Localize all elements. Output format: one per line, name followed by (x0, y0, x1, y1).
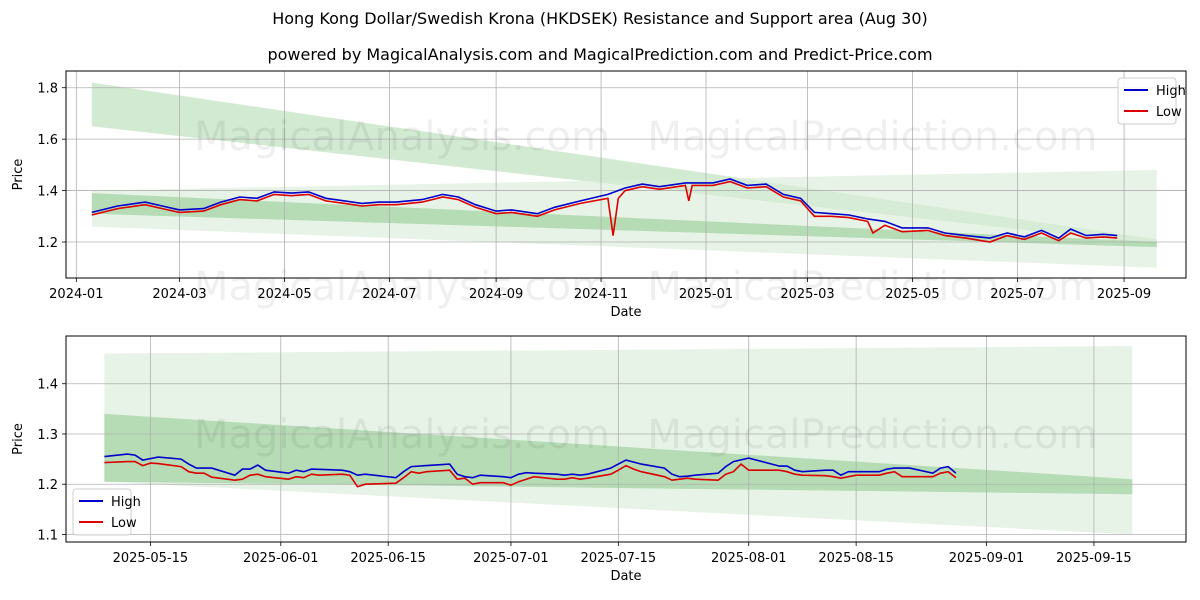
y-axis-label: Price (11, 159, 26, 191)
watermark-prediction: MagicalPrediction.com (647, 114, 1097, 160)
legend-label-low: Low (111, 516, 137, 531)
series-line-high (91, 178, 1118, 240)
x-tick-label: 2025-07-01 (473, 551, 549, 566)
x-tick-label: 2025-09-15 (1056, 551, 1132, 566)
x-tick-label: 2025-06-15 (350, 551, 426, 566)
series-line-low (104, 460, 957, 488)
legend-label-low: Low (1156, 105, 1182, 120)
x-tick-label: 2025-08-01 (711, 551, 787, 566)
plot-frame (65, 70, 1187, 279)
y-tick-label: 1.2 (37, 236, 58, 251)
y-tick-label: 1.1 (37, 528, 58, 543)
y-tick-label: 1.2 (37, 478, 58, 493)
watermark-analysis: MagicalAnalysis.com (194, 412, 610, 458)
chart-panel-2: 2025-05-15 2025-06-01 2025-06-15 2025-07-01… (11, 335, 1187, 584)
x-axis-label: Date (610, 305, 641, 320)
watermark-analysis: MagicalAnalysis.com (194, 114, 610, 160)
legend-label-high: High (111, 495, 141, 510)
x-tick-label: 2025-07 (990, 287, 1044, 302)
x-tick-label: 2025-07-15 (581, 551, 657, 566)
x-tick-label: 2025-08-15 (818, 551, 894, 566)
chart-title: Hong Kong Dollar/Swedish Krona (HKDSEK) … (272, 9, 928, 28)
x-tick-label: 2024-11 (574, 287, 628, 302)
band-support-core (91, 193, 1157, 248)
x-tick-label: 2024-05 (257, 287, 311, 302)
x-tick-label: 2025-01 (679, 287, 733, 302)
x-tick-label: 2024-09 (469, 287, 523, 302)
x-tick-label: 2024-03 (152, 287, 206, 302)
watermark-analysis-2: MagicalAnalysis.com (194, 264, 610, 310)
series-line-low (91, 180, 1118, 243)
x-tick-label: 2025-03 (780, 287, 834, 302)
y-tick-label: 1.8 (37, 82, 58, 97)
y-axis-label: Price (11, 423, 26, 455)
legend: High Low (1117, 77, 1186, 125)
y-tick-label: 1.3 (37, 428, 58, 443)
legend-label-high: High (1156, 84, 1186, 99)
x-tick-label: 2024-01 (49, 287, 103, 302)
x-tick-label: 2025-05-15 (113, 551, 189, 566)
series-line-high (104, 453, 957, 479)
x-tick-label: 2025-05 (885, 287, 939, 302)
legend: High Low (72, 488, 141, 536)
y-tick-label: 1.4 (37, 185, 58, 200)
y-tick-label: 1.6 (37, 133, 58, 148)
x-axis-label: Date (610, 569, 641, 584)
chart-subtitle: powered by MagicalAnalysis.com and Magic… (267, 45, 933, 64)
chart-panel-1: 2024-01 2024-03 2024-05 2024-07 2024-09 2024-… (11, 70, 1187, 320)
x-tick-label: 2025-09-01 (949, 551, 1025, 566)
plot-frame (65, 335, 1187, 543)
watermark-prediction-2: MagicalPrediction.com (647, 264, 1097, 310)
x-tick-label: 2025-06-01 (243, 551, 319, 566)
watermark-prediction: MagicalPrediction.com (647, 412, 1097, 458)
x-tick-label: 2025-09 (1097, 287, 1151, 302)
x-tick-label: 2024-07 (362, 287, 416, 302)
y-tick-label: 1.4 (37, 378, 58, 393)
